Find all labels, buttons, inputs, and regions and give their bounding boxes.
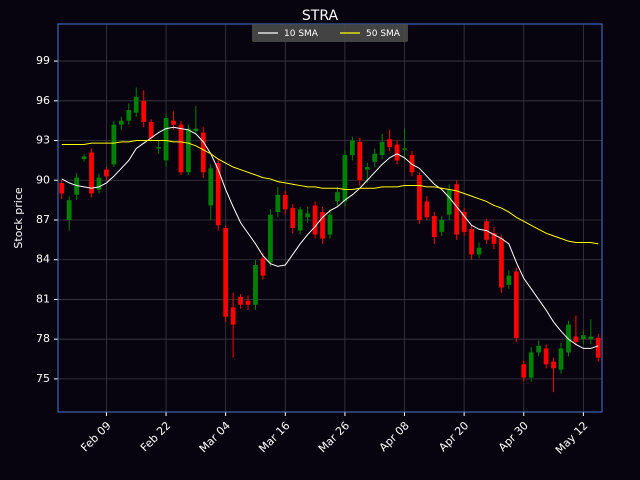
- candle-body: [588, 336, 594, 340]
- candle-body: [104, 169, 109, 177]
- candle-body: [111, 124, 117, 165]
- y-tick-label: 78: [36, 332, 50, 345]
- candle-body: [499, 238, 504, 288]
- candle-body: [387, 139, 393, 148]
- candle-body: [372, 153, 378, 162]
- candle-body: [312, 205, 318, 235]
- candle-body: [215, 163, 221, 226]
- candle-body: [133, 96, 139, 113]
- candle-body: [402, 148, 407, 150]
- y-tick-label: 84: [36, 253, 50, 266]
- legend-label: 50 SMA: [366, 29, 401, 39]
- candle-body: [223, 227, 229, 317]
- candle-body: [595, 337, 601, 358]
- candle-body: [74, 177, 80, 195]
- y-tick-label: 96: [36, 94, 50, 107]
- x-tick-label: May 12: [553, 419, 591, 457]
- y-tick-label: 90: [36, 173, 50, 186]
- x-tick-label: Apr 20: [436, 419, 471, 454]
- candle-body: [476, 247, 482, 255]
- candle-body: [290, 208, 296, 228]
- candle-body: [417, 174, 422, 220]
- candle-body: [491, 233, 497, 244]
- candle-body: [208, 168, 214, 206]
- legend: 10 SMA 50 SMA: [252, 24, 408, 42]
- x-tick-label: Apr 30: [496, 419, 531, 454]
- candle-body: [424, 201, 430, 218]
- candle-body: [193, 128, 199, 132]
- chart-title: STRA: [302, 8, 339, 24]
- candle-body: [186, 128, 191, 173]
- candle-body: [156, 147, 161, 149]
- x-tick-label: Feb 22: [138, 419, 173, 454]
- candle-body: [89, 152, 94, 194]
- candle-body: [327, 214, 333, 235]
- candle-body: [379, 141, 385, 156]
- candle-body: [141, 100, 147, 122]
- candle-body: [528, 352, 534, 378]
- candle-body: [335, 192, 340, 202]
- candle-body: [275, 194, 281, 213]
- candle-body: [394, 144, 400, 161]
- candle-body: [253, 265, 258, 305]
- candle-body: [364, 167, 370, 170]
- candle-body: [521, 364, 527, 378]
- y-axis-label: Stock price: [12, 187, 25, 249]
- candle-body: [573, 336, 579, 342]
- y-tick-label: 75: [36, 372, 50, 385]
- x-tick-label: Apr 08: [377, 419, 412, 454]
- candle-body: [178, 124, 184, 173]
- candle-body: [118, 120, 124, 125]
- candle-body: [238, 296, 243, 305]
- candle-body: [163, 118, 169, 161]
- sma-line: [61, 140, 599, 245]
- candle-body: [580, 335, 586, 340]
- candle-body: [171, 120, 176, 125]
- legend-label: 10 SMA: [284, 29, 319, 39]
- candle-body: [439, 219, 445, 232]
- y-tick-label: 93: [36, 134, 50, 147]
- candle-body: [200, 132, 206, 173]
- candle-body: [349, 140, 355, 156]
- legend-box: [252, 24, 408, 42]
- candle-body: [536, 345, 542, 353]
- candle-body: [230, 307, 236, 325]
- candle-body: [267, 214, 273, 263]
- candle-body: [461, 212, 467, 232]
- candle-body: [59, 182, 65, 194]
- candle-body: [245, 300, 251, 305]
- candle-body: [551, 361, 556, 369]
- sma-line: [61, 126, 599, 349]
- candle-body: [148, 121, 154, 138]
- candle-body: [431, 216, 437, 238]
- candle-body: [66, 200, 72, 220]
- y-tick-label: 87: [36, 213, 50, 226]
- candle-body: [513, 271, 519, 338]
- y-tick-label: 81: [36, 292, 50, 305]
- candle-body: [357, 141, 363, 181]
- candle-body: [126, 110, 132, 121]
- candle-body: [558, 348, 564, 370]
- candle-body: [297, 209, 303, 231]
- y-tick-label: 99: [36, 54, 50, 67]
- candle-body: [543, 348, 549, 365]
- candle-body: [282, 194, 288, 210]
- candle-body: [81, 156, 87, 160]
- x-tick-label: Mar 26: [316, 419, 352, 455]
- x-tick-label: Mar 04: [197, 419, 233, 455]
- candle-body: [305, 213, 311, 218]
- x-tick-label: Mar 16: [256, 419, 292, 455]
- candle-body: [454, 184, 460, 235]
- candle-body: [506, 275, 512, 285]
- candle-body: [320, 212, 325, 239]
- candle-body: [342, 155, 348, 202]
- x-tick-label: Feb 09: [78, 419, 113, 454]
- candle-body: [260, 258, 266, 276]
- candle-body: [469, 229, 474, 255]
- candle-body: [96, 177, 102, 190]
- candle-body: [446, 189, 452, 215]
